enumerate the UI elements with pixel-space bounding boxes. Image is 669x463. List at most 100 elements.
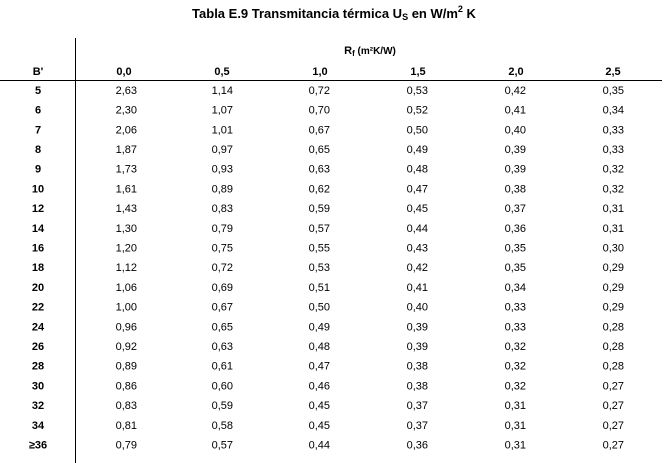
row-label: 28 bbox=[32, 361, 44, 373]
cell: 0,67 bbox=[309, 124, 330, 136]
cell: 0,31 bbox=[603, 203, 624, 215]
cell: 0,28 bbox=[603, 341, 624, 353]
cell: 0,58 bbox=[212, 420, 233, 432]
cell: 1,30 bbox=[116, 223, 137, 235]
cell: 0,63 bbox=[212, 341, 233, 353]
cell: 0,49 bbox=[309, 321, 330, 333]
cell: 1,00 bbox=[116, 302, 137, 314]
cell: 1,12 bbox=[116, 262, 137, 274]
cell: 0,79 bbox=[116, 440, 137, 452]
cell: 0,61 bbox=[212, 361, 233, 373]
cell: 0,32 bbox=[505, 341, 526, 353]
cell: 0,42 bbox=[505, 85, 526, 97]
cell: 0,27 bbox=[603, 440, 624, 452]
cell: 0,81 bbox=[116, 420, 137, 432]
title-sub: S bbox=[402, 12, 408, 22]
cell: 1,43 bbox=[116, 203, 137, 215]
cell: 0,38 bbox=[407, 361, 428, 373]
cell: 0,49 bbox=[407, 144, 428, 156]
row-label: ≥36 bbox=[29, 440, 47, 452]
row-label: 16 bbox=[32, 243, 44, 255]
cell: 0,97 bbox=[212, 144, 233, 156]
row-label: 14 bbox=[32, 223, 45, 235]
cell: 0,30 bbox=[603, 243, 624, 255]
column-header: 0,0 bbox=[116, 66, 131, 78]
cell: 0,89 bbox=[116, 361, 137, 373]
cell: 0,59 bbox=[212, 400, 233, 412]
cell: 0,63 bbox=[309, 164, 330, 176]
cell: 0,42 bbox=[407, 262, 428, 274]
cell: 0,48 bbox=[407, 164, 428, 176]
row-label: 8 bbox=[35, 144, 41, 156]
cell: 0,72 bbox=[212, 262, 233, 274]
cell: 1,61 bbox=[116, 183, 137, 195]
cell: 0,57 bbox=[309, 223, 330, 235]
cell: 0,79 bbox=[212, 223, 233, 235]
cell: 0,48 bbox=[309, 341, 330, 353]
cell: 0,65 bbox=[309, 144, 330, 156]
cell: 0,39 bbox=[407, 321, 428, 333]
cell: 0,27 bbox=[603, 400, 624, 412]
cell: 0,65 bbox=[212, 321, 233, 333]
title-text: Tabla E.9 Transmitancia térmica U bbox=[192, 6, 402, 21]
row-label: 12 bbox=[32, 203, 44, 215]
cell: 0,53 bbox=[309, 262, 330, 274]
title-text: en W/m bbox=[408, 6, 458, 21]
cell: 0,35 bbox=[603, 85, 624, 97]
row-label: 18 bbox=[32, 262, 44, 274]
cell: 0,52 bbox=[407, 105, 428, 117]
group-header: Rf (m²K/W) bbox=[344, 45, 396, 58]
group-header-text: (m²K/W) bbox=[355, 46, 396, 57]
column-header: 2,0 bbox=[508, 66, 523, 78]
column-header: 1,5 bbox=[410, 66, 425, 78]
cell: 0,59 bbox=[309, 203, 330, 215]
cell: 0,57 bbox=[212, 440, 233, 452]
cell: 0,43 bbox=[407, 243, 428, 255]
cell: 0,33 bbox=[505, 321, 526, 333]
cell: 1,06 bbox=[116, 282, 137, 294]
cell: 0,93 bbox=[212, 164, 233, 176]
row-label: 26 bbox=[32, 341, 44, 353]
cell: 0,35 bbox=[505, 243, 526, 255]
cell: 0,86 bbox=[116, 380, 137, 392]
cell: 0,45 bbox=[407, 203, 428, 215]
cell: 2,06 bbox=[116, 124, 137, 136]
cell: 1,73 bbox=[116, 164, 137, 176]
cell: 0,50 bbox=[309, 302, 330, 314]
cell: 0,72 bbox=[309, 85, 330, 97]
cell: 1,01 bbox=[212, 124, 233, 136]
cell: 0,83 bbox=[116, 400, 137, 412]
title-sup: 2 bbox=[458, 4, 463, 14]
cell: 0,27 bbox=[603, 380, 624, 392]
cell: 0,29 bbox=[603, 262, 624, 274]
row-label: 20 bbox=[32, 282, 44, 294]
row-label: 10 bbox=[32, 183, 44, 195]
group-header-text: R bbox=[344, 45, 352, 57]
cell: 0,32 bbox=[505, 380, 526, 392]
cell: 0,70 bbox=[309, 105, 330, 117]
cell: 0,31 bbox=[505, 420, 526, 432]
cell: 0,37 bbox=[505, 203, 526, 215]
row-label: 7 bbox=[35, 124, 41, 136]
cell: 0,55 bbox=[309, 243, 330, 255]
row-label: 9 bbox=[35, 164, 41, 176]
cell: 0,44 bbox=[309, 440, 330, 452]
cell: 0,33 bbox=[603, 144, 624, 156]
cell: 0,38 bbox=[407, 380, 428, 392]
cell: 0,32 bbox=[603, 183, 624, 195]
cell: 0,45 bbox=[309, 420, 330, 432]
cell: 0,27 bbox=[603, 420, 624, 432]
cell: 0,41 bbox=[505, 105, 526, 117]
cell: 0,41 bbox=[407, 282, 428, 294]
row-label: 34 bbox=[32, 420, 45, 432]
cell: 0,50 bbox=[407, 124, 428, 136]
cell: 0,96 bbox=[116, 321, 137, 333]
row-header: B' bbox=[33, 66, 44, 78]
cell: 0,89 bbox=[212, 183, 233, 195]
column-header: 1,0 bbox=[312, 66, 327, 78]
group-header-sub: f bbox=[352, 49, 355, 58]
cell: 0,31 bbox=[505, 440, 526, 452]
cell: 0,67 bbox=[212, 302, 233, 314]
cell: 0,69 bbox=[212, 282, 233, 294]
